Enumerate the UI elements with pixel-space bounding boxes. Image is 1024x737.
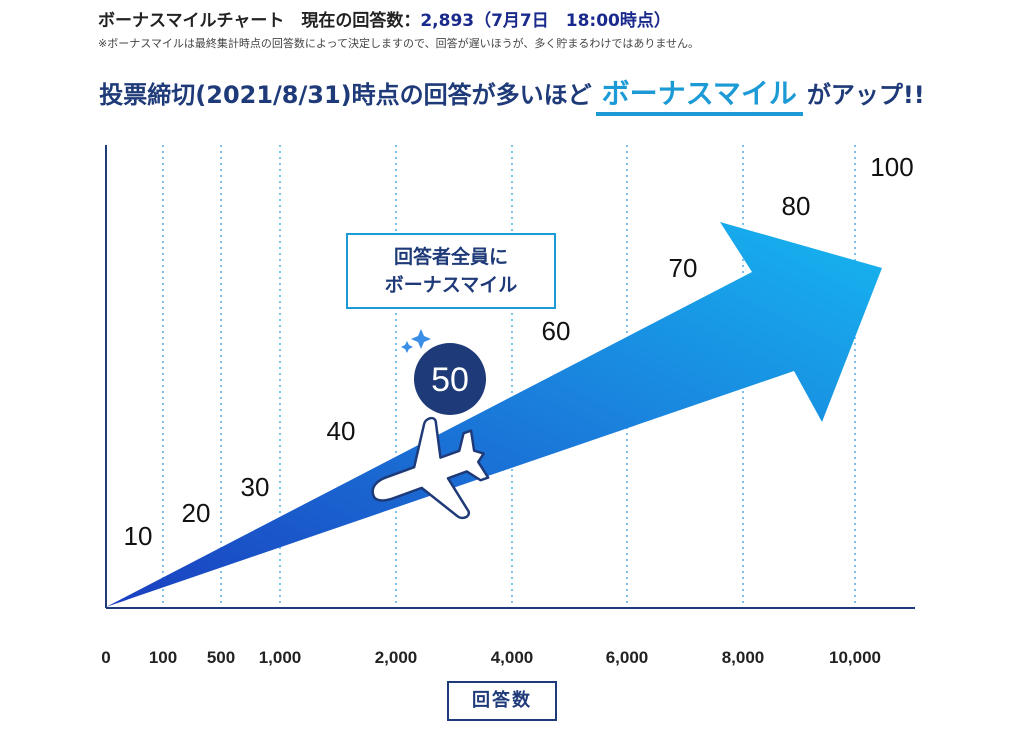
title-text: ボーナスマイルチャート 現在の回答数： (98, 11, 421, 31)
data-point-labels: 10 20 30 40 50 60 70 80 100 (124, 152, 914, 551)
callout-line1: 回答者全員に (393, 246, 508, 268)
point-label: 40 (327, 416, 356, 446)
chart-title: ボーナスマイルチャート 現在の回答数：2,893（7月7日 18:00時点） (98, 10, 998, 32)
x-tick-label: 500 (207, 648, 235, 667)
callout-line2: ボーナスマイル (384, 274, 518, 296)
point-label: 60 (542, 316, 571, 346)
point-label: 10 (124, 521, 153, 551)
x-tick-label: 6,000 (606, 648, 649, 667)
x-tick-label: 8,000 (722, 648, 765, 667)
current-count: 2,893（7月7日 18:00時点） (420, 11, 671, 31)
headline-before: 投票締切(2021/8/31)時点の回答が多いほど (99, 81, 592, 109)
headline-after: がアップ!! (806, 81, 925, 109)
point-label: 20 (182, 498, 211, 528)
chart-note: ※ボーナスマイルは最終集計時点の回答数によって決定しますので、回答が遅いほうが、… (98, 37, 700, 50)
point-label: 80 (782, 191, 811, 221)
x-tick-label: 0 (101, 648, 110, 667)
x-tick-labels: 0 100 500 1,000 2,000 4,000 6,000 8,000 10,000 (101, 648, 881, 667)
current-point-label: 50 (431, 361, 469, 399)
x-tick-label: 100 (149, 648, 177, 667)
point-label: 100 (870, 152, 913, 182)
x-axis-label: 回答数 (447, 681, 557, 721)
point-label: 70 (669, 253, 698, 283)
x-tick-label: 2,000 (375, 648, 418, 667)
airplane-icon (371, 416, 490, 520)
sparkle-icon (401, 329, 431, 353)
headline-highlight: ボーナスマイル (595, 78, 803, 116)
growth-arrow (106, 222, 882, 607)
x-tick-label: 10,000 (829, 648, 881, 667)
x-tick-label: 4,000 (491, 648, 534, 667)
x-tick-label: 1,000 (259, 648, 302, 667)
point-label: 30 (241, 472, 270, 502)
headline: 投票締切(2021/8/31)時点の回答が多いほど ボーナスマイル がアップ!! (0, 78, 1024, 116)
current-point-badge (414, 343, 486, 415)
chart-header: ボーナスマイルチャート 現在の回答数：2,893（7月7日 18:00時点） ※… (98, 10, 998, 51)
callout-box: 回答者全員に ボーナスマイル (346, 233, 556, 309)
